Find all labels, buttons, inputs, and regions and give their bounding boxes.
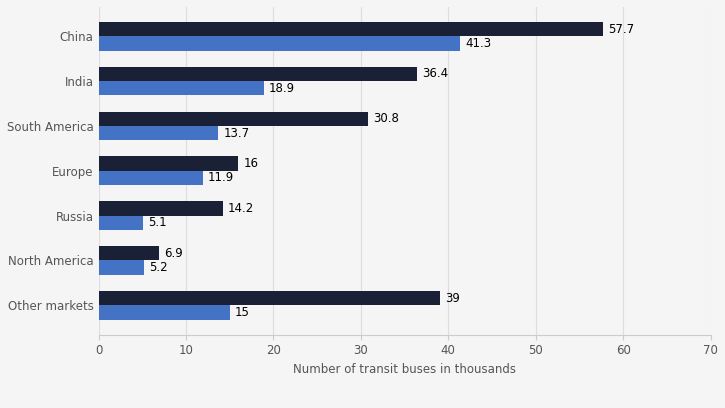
Text: 41.3: 41.3 [465,37,491,50]
Text: 15: 15 [235,306,250,319]
Bar [99,81,264,95]
X-axis label: Number of transit buses in thousands: Number of transit buses in thousands [293,363,516,376]
Text: 16: 16 [244,157,259,170]
Bar [99,246,159,260]
Bar [99,111,368,126]
Bar [99,67,417,81]
Bar [99,201,223,215]
Bar [99,22,603,36]
Text: 5.1: 5.1 [149,216,167,229]
Text: 11.9: 11.9 [208,171,234,184]
Text: 6.9: 6.9 [164,247,183,260]
Legend: 2015, 2022: 2015, 2022 [337,404,472,408]
Text: 5.2: 5.2 [149,261,168,274]
Text: 36.4: 36.4 [422,67,448,80]
Bar [99,305,230,320]
Bar [99,215,143,230]
Bar [99,291,439,305]
Text: 13.7: 13.7 [223,126,249,140]
Text: 14.2: 14.2 [228,202,254,215]
Text: 30.8: 30.8 [373,112,399,125]
Bar [99,260,144,275]
Bar [99,36,460,51]
Bar [99,126,218,140]
Text: 18.9: 18.9 [269,82,295,95]
Bar [99,156,239,171]
Text: 39: 39 [445,292,460,305]
Bar [99,171,202,185]
Text: 57.7: 57.7 [608,22,634,35]
